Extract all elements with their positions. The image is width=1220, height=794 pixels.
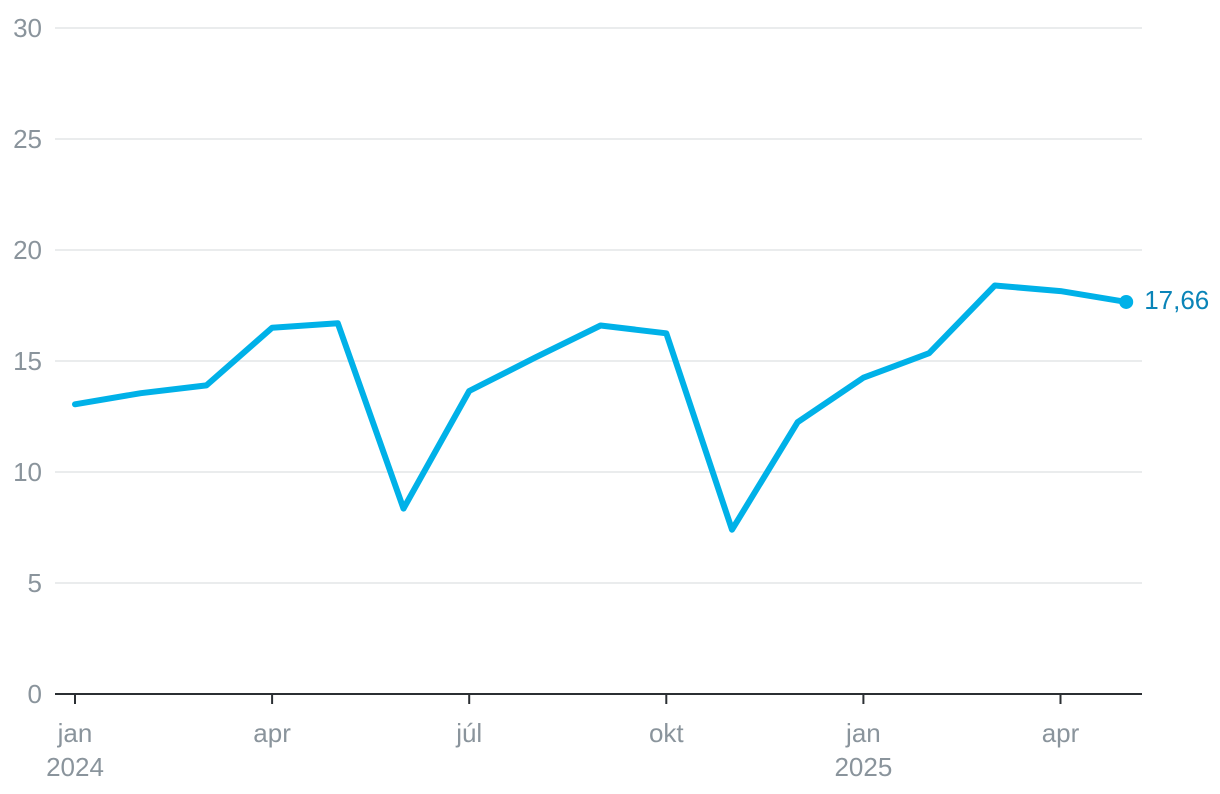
y-tick-label: 10 xyxy=(13,457,42,487)
x-tick-label-month: apr xyxy=(253,718,291,748)
end-point-marker xyxy=(1119,294,1134,309)
x-tick-label-month: apr xyxy=(1042,718,1080,748)
x-tick-label-year: 2025 xyxy=(834,752,892,782)
series-layer xyxy=(72,282,1134,533)
y-tick-label: 30 xyxy=(13,13,42,43)
end-value-label: 17,66 xyxy=(1144,285,1209,315)
x-tick-label-year: 2024 xyxy=(46,752,104,782)
y-tick-label: 5 xyxy=(28,568,42,598)
x-tick-label-month: okt xyxy=(649,718,684,748)
x-axis: jan 2024 apr júl okt jan 2025 apr xyxy=(46,693,1142,782)
end-label-layer: 17,66 xyxy=(1144,285,1209,315)
y-tick-label: 25 xyxy=(13,124,42,154)
y-tick-label: 20 xyxy=(13,235,42,265)
x-tick-label-month: júl xyxy=(455,718,482,748)
series-line xyxy=(72,282,1130,533)
x-tick-label-month: jan xyxy=(845,718,881,748)
y-axis-ticks: 0 5 10 15 20 25 30 xyxy=(13,13,42,709)
y-tick-label: 15 xyxy=(13,346,42,376)
x-tick-label-month: jan xyxy=(57,718,93,748)
y-tick-label: 0 xyxy=(28,679,42,709)
